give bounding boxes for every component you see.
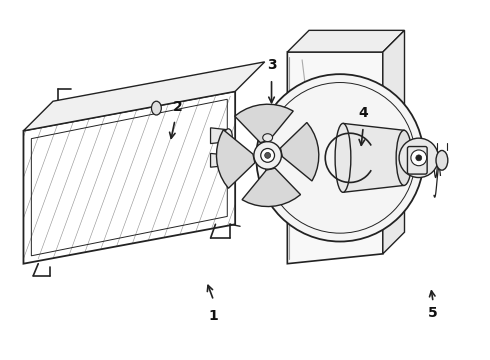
Polygon shape xyxy=(217,130,255,188)
Circle shape xyxy=(265,152,270,158)
Circle shape xyxy=(399,138,439,177)
Ellipse shape xyxy=(224,129,232,143)
FancyBboxPatch shape xyxy=(408,147,427,174)
Polygon shape xyxy=(343,123,404,192)
Circle shape xyxy=(254,141,281,169)
Text: 3: 3 xyxy=(267,58,276,72)
Polygon shape xyxy=(235,104,293,143)
Polygon shape xyxy=(211,128,228,144)
Text: 1: 1 xyxy=(209,310,219,324)
Circle shape xyxy=(411,150,427,166)
Circle shape xyxy=(256,74,424,242)
Text: 2: 2 xyxy=(172,100,182,114)
Text: 5: 5 xyxy=(428,306,438,320)
Ellipse shape xyxy=(227,154,234,166)
Polygon shape xyxy=(242,168,300,207)
Circle shape xyxy=(261,148,274,162)
Circle shape xyxy=(416,155,422,161)
Polygon shape xyxy=(211,153,230,167)
Polygon shape xyxy=(287,30,405,52)
Ellipse shape xyxy=(263,134,272,141)
Ellipse shape xyxy=(151,101,161,115)
Ellipse shape xyxy=(396,130,412,185)
Polygon shape xyxy=(280,122,319,181)
Polygon shape xyxy=(287,52,383,264)
Polygon shape xyxy=(383,30,405,254)
Polygon shape xyxy=(24,62,265,131)
Text: 4: 4 xyxy=(358,105,368,120)
Ellipse shape xyxy=(436,150,448,170)
Ellipse shape xyxy=(335,123,351,192)
